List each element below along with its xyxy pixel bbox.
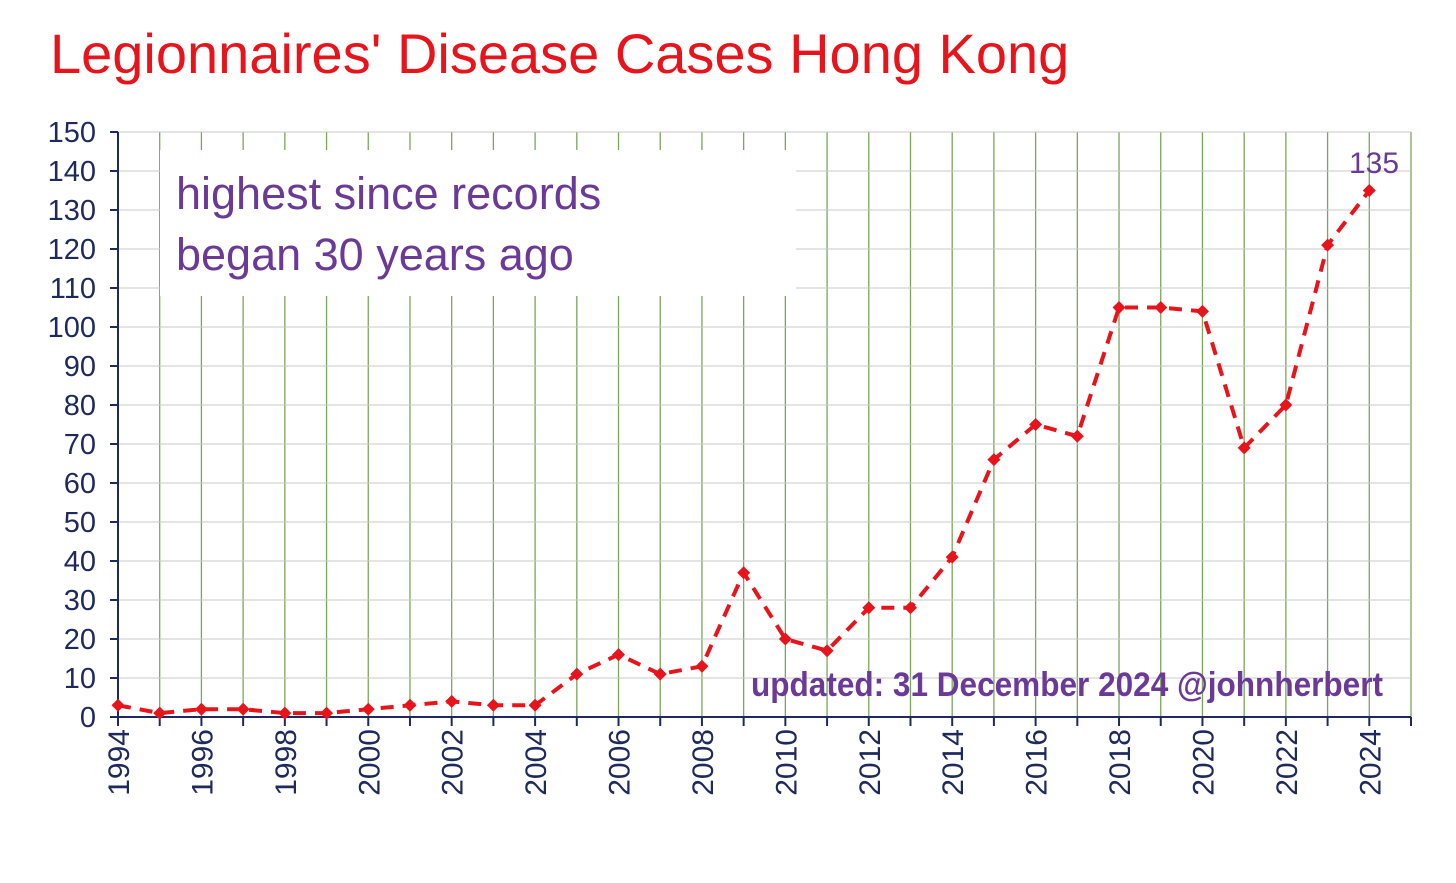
x-tick-label-2022: 2022 bbox=[1271, 729, 1304, 796]
point-2003 bbox=[486, 698, 500, 712]
y-tick-label-90: 90 bbox=[64, 351, 96, 383]
annotation-highest-line1: highest since records bbox=[176, 168, 601, 219]
point-2020 bbox=[1195, 304, 1209, 318]
y-tick-label-40: 40 bbox=[64, 546, 96, 578]
point-2002 bbox=[445, 694, 459, 708]
x-tick-label-2000: 2000 bbox=[353, 729, 386, 796]
y-tick-label-20: 20 bbox=[64, 624, 96, 656]
point-2014 bbox=[945, 550, 959, 564]
point-2015 bbox=[987, 453, 1001, 467]
x-tick-label-2016: 2016 bbox=[1021, 729, 1054, 796]
series-cases bbox=[111, 184, 1376, 720]
chart-title: Legionnaires' Disease Cases Hong Kong bbox=[50, 22, 1070, 85]
y-tick-label-80: 80 bbox=[64, 390, 96, 422]
x-tick-label-2004: 2004 bbox=[520, 729, 553, 796]
point-2009 bbox=[737, 566, 751, 580]
x-tick-label-2012: 2012 bbox=[854, 729, 887, 796]
point-2012 bbox=[862, 601, 876, 615]
y-tick-label-130: 130 bbox=[48, 195, 96, 227]
x-tick-label-1996: 1996 bbox=[186, 729, 219, 796]
point-2000 bbox=[361, 702, 375, 716]
y-tick-label-10: 10 bbox=[64, 663, 96, 695]
x-tick-label-2020: 2020 bbox=[1187, 729, 1220, 796]
point-2001 bbox=[403, 698, 417, 712]
point-2016 bbox=[1029, 418, 1043, 431]
point-2018 bbox=[1112, 301, 1126, 314]
y-tick-label-0: 0 bbox=[80, 702, 96, 734]
point-2021 bbox=[1237, 441, 1251, 455]
y-tick-label-120: 120 bbox=[48, 234, 96, 266]
updated-credit: updated: 31 December 2024 @johnherbert bbox=[751, 666, 1383, 704]
point-2008 bbox=[695, 659, 709, 673]
axes bbox=[110, 131, 1412, 726]
annotation-highest-line2: began 30 years ago bbox=[176, 229, 574, 280]
y-tick-label-100: 100 bbox=[48, 312, 96, 344]
y-tick-label-50: 50 bbox=[64, 507, 96, 539]
point-1997 bbox=[236, 702, 250, 716]
x-tick-label-2006: 2006 bbox=[604, 729, 637, 796]
y-axis-tick-labels: 0 10 20 30 40 50 60 70 80 90 100 110 120 130 140 150 bbox=[48, 117, 96, 734]
x-tick-label-2008: 2008 bbox=[687, 729, 720, 796]
point-1999 bbox=[320, 706, 334, 720]
point-1995 bbox=[153, 706, 167, 720]
end-value-label: 135 bbox=[1349, 147, 1399, 180]
point-2010 bbox=[778, 632, 792, 646]
x-tick-label-2010: 2010 bbox=[770, 729, 803, 796]
x-axis-tick-labels: 1994 1996 1998 2000 2002 2004 2006 2008 2010 2012… bbox=[103, 729, 1387, 796]
y-tick-label-30: 30 bbox=[64, 585, 96, 617]
x-tick-label-2002: 2002 bbox=[437, 729, 470, 796]
y-tick-label-140: 140 bbox=[48, 156, 96, 188]
point-2005 bbox=[570, 667, 584, 681]
point-1994 bbox=[111, 698, 125, 712]
point-2024 bbox=[1362, 184, 1376, 197]
x-tick-label-2024: 2024 bbox=[1354, 729, 1387, 796]
point-2017 bbox=[1070, 429, 1084, 443]
y-tick-label-70: 70 bbox=[64, 429, 96, 461]
point-2023 bbox=[1321, 238, 1335, 252]
point-2013 bbox=[903, 601, 917, 615]
point-2019 bbox=[1154, 301, 1168, 314]
point-1996 bbox=[194, 702, 208, 716]
x-tick-label-2014: 2014 bbox=[937, 729, 970, 796]
x-tick-label-1994: 1994 bbox=[103, 729, 136, 796]
point-2011 bbox=[820, 644, 834, 658]
point-2004 bbox=[528, 698, 542, 712]
x-tick-label-1998: 1998 bbox=[270, 729, 303, 796]
y-tick-label-150: 150 bbox=[48, 117, 96, 149]
x-tick-label-2018: 2018 bbox=[1104, 729, 1137, 796]
y-tick-label-110: 110 bbox=[50, 273, 96, 305]
y-tick-label-60: 60 bbox=[64, 468, 96, 500]
point-1998 bbox=[278, 706, 292, 720]
point-2006 bbox=[612, 648, 626, 662]
point-2007 bbox=[653, 667, 667, 681]
point-2022 bbox=[1279, 398, 1293, 412]
annotation-background bbox=[160, 150, 796, 296]
